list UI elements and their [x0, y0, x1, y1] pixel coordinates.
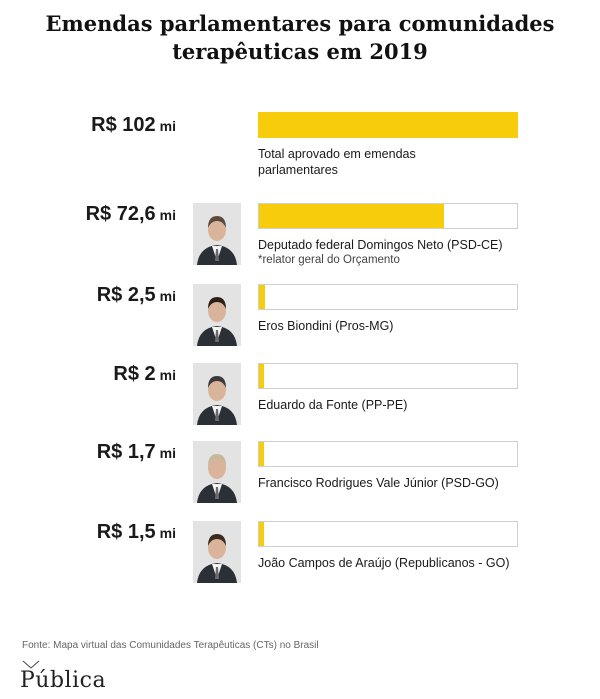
politician-photo: [193, 521, 241, 583]
source-note: Fonte: Mapa virtual das Comunidades Tera…: [22, 640, 319, 651]
amount-label: R$ 1,5 mi: [97, 521, 176, 544]
bar: [259, 442, 264, 466]
bar: [259, 204, 445, 228]
bar-track: [258, 112, 518, 138]
publica-logo: Pública: [20, 668, 107, 693]
amount-value: R$ 1,5: [96, 521, 156, 543]
chart-title: Emendas parlamentares para comunidades t…: [0, 10, 600, 66]
bar-row: R$ 1,5 mi João Campos de Araújo (Republica…: [0, 521, 600, 591]
amount-unit: mi: [159, 207, 176, 223]
bar-label: Deputado federal Domingos Neto (PSD-CE): [258, 238, 503, 252]
amount-label: R$ 1,7 mi: [97, 441, 176, 464]
politician-photo: [193, 284, 241, 346]
amount-label: R$ 72,6 mi: [86, 203, 176, 226]
bar-row: R$ 1,7 mi Francisco Rodrigues Vale Júnior …: [0, 441, 600, 511]
amount-value: R$ 102: [91, 114, 156, 136]
amount-unit: mi: [159, 367, 176, 383]
logo-mark-icon: [22, 660, 40, 669]
amount-unit: mi: [159, 525, 176, 541]
amount-label: R$ 2,5 mi: [97, 284, 176, 307]
bar-track: [258, 284, 518, 310]
amount-label: R$ 2 mi: [113, 363, 176, 386]
chart-title-line-1: Emendas parlamentares para comunidades: [45, 11, 555, 36]
amount-unit: mi: [159, 288, 176, 304]
bar-label: Total aprovado em emendas parlamentares: [258, 147, 416, 177]
portrait-icon: [193, 203, 241, 265]
bar-row: R$ 72,6 mi Deputado federal Domingos Neto …: [0, 203, 600, 273]
amount-value: R$ 72,6: [85, 203, 156, 225]
amount-value: R$ 1,7: [96, 441, 156, 463]
bar-label: Eduardo da Fonte (PP-PE): [258, 398, 408, 412]
amount-unit: mi: [159, 118, 176, 134]
bar-track: [258, 363, 518, 389]
bar-label: Francisco Rodrigues Vale Júnior (PSD-GO): [258, 476, 499, 490]
bar: [259, 522, 264, 546]
bar: [259, 285, 266, 309]
amount-unit: mi: [159, 445, 176, 461]
amount-label: R$ 102 mi: [91, 114, 176, 137]
bar-row: R$ 102 mi Total aprovado em emendas parlam…: [0, 112, 600, 182]
chart-title-line-2: terapêuticas em 2019: [172, 39, 428, 64]
bar: [258, 112, 518, 138]
portrait-icon: [193, 284, 241, 346]
bar-label: João Campos de Araújo (Republicanos - GO…: [258, 556, 510, 570]
politician-photo: [193, 203, 241, 265]
portrait-icon: [193, 363, 241, 425]
bar-row: R$ 2,5 mi Eros Biondini (Pros-MG): [0, 284, 600, 354]
bar-note: *relator geral do Orçamento: [258, 254, 400, 266]
politician-photo: [193, 441, 241, 503]
bar-track: [258, 203, 518, 229]
amount-value: R$ 2: [113, 363, 156, 385]
amount-value: R$ 2,5: [96, 284, 156, 306]
bar-track: [258, 521, 518, 547]
bar-row: R$ 2 mi Eduardo da Fonte (PP-PE): [0, 363, 600, 433]
bar-label: Eros Biondini (Pros-MG): [258, 319, 394, 333]
portrait-icon: [193, 441, 241, 503]
bar-track: [258, 441, 518, 467]
politician-photo: [193, 363, 241, 425]
bar: [259, 364, 265, 388]
portrait-icon: [193, 521, 241, 583]
